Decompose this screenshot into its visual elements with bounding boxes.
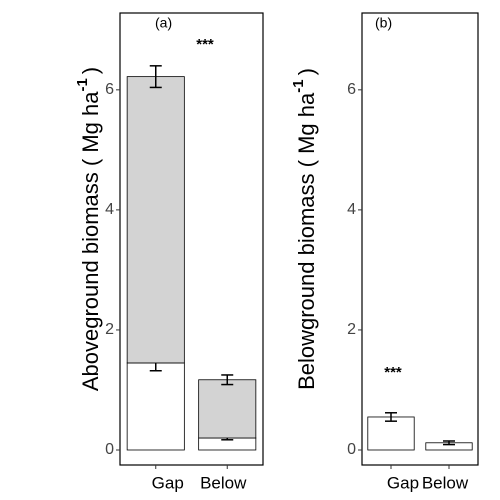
x-tick-label: Gap bbox=[387, 473, 419, 492]
panel-label: (b) bbox=[375, 15, 392, 31]
y-tick-label: 6 bbox=[347, 81, 356, 98]
bar-segment bbox=[198, 379, 257, 439]
panel-frame bbox=[361, 12, 479, 466]
y-axis-label-main: Aboveground biomass ( Mg ha bbox=[78, 91, 103, 391]
error-bar bbox=[385, 412, 397, 422]
y-tick-label: 0 bbox=[105, 441, 114, 458]
error-bar bbox=[443, 440, 455, 446]
panel-frame bbox=[119, 12, 264, 466]
x-tick-label: Below bbox=[422, 473, 469, 492]
error-bar bbox=[221, 374, 234, 386]
y-axis-label-sup: -1 bbox=[290, 79, 307, 92]
x-tick-label: Gap bbox=[152, 473, 184, 492]
panel-label: (a) bbox=[155, 15, 172, 31]
y-axis-label-end: ) bbox=[294, 68, 319, 75]
y-tick-label: 2 bbox=[347, 321, 356, 338]
y-axis-label-sup: -1 bbox=[74, 78, 91, 91]
bar-segment bbox=[126, 76, 185, 364]
y-tick-label: 6 bbox=[105, 81, 114, 98]
y-axis-label-main: Belowground biomass ( Mg ha bbox=[294, 92, 319, 390]
significance-annotation: *** bbox=[196, 36, 214, 53]
x-tick-label: Below bbox=[200, 473, 247, 492]
y-axis-label: Aboveground biomass ( Mg ha-1) bbox=[74, 67, 103, 391]
bar-segment bbox=[126, 362, 185, 451]
error-bar bbox=[149, 65, 162, 89]
y-tick-label: 4 bbox=[347, 201, 356, 218]
y-tick-label: 4 bbox=[105, 201, 114, 218]
significance-annotation: *** bbox=[384, 364, 402, 381]
y-axis-label-end: ) bbox=[78, 67, 103, 74]
y-tick-label: 2 bbox=[105, 321, 114, 338]
y-tick-label: 0 bbox=[347, 441, 356, 458]
y-axis-label: Belowground biomass ( Mg ha-1) bbox=[290, 68, 319, 390]
bar-segment bbox=[367, 416, 415, 451]
